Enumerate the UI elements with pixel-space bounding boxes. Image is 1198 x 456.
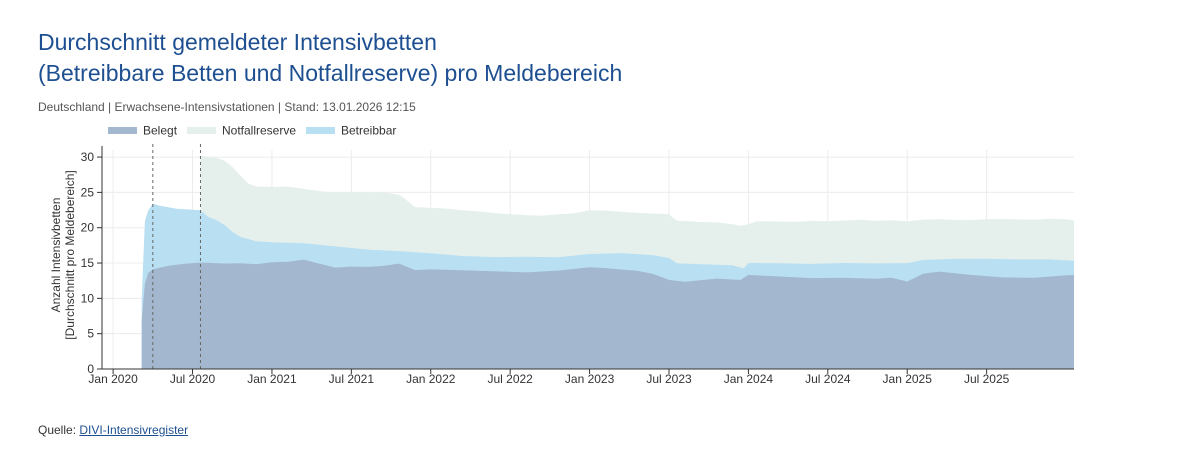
y-tick-label-25: 25 xyxy=(81,185,95,199)
legend-label-betreibbar[interactable]: Betreibbar xyxy=(341,124,396,138)
x-tick-label-11: Jul 2025 xyxy=(964,372,1010,386)
x-tick-label-4: Jan 2022 xyxy=(406,372,456,386)
source-label: Quelle: xyxy=(38,423,77,437)
x-tick-label-8: Jan 2024 xyxy=(724,372,774,386)
x-tick-label-5: Jul 2022 xyxy=(487,372,533,386)
y-tick-label-5: 5 xyxy=(87,327,94,341)
chart-legend: Belegt Notfallreserve Betreibbar xyxy=(108,124,396,138)
date-markers xyxy=(152,144,201,369)
area-belegt xyxy=(141,259,1074,369)
source-link[interactable]: DIVI-Intensivregister xyxy=(79,423,189,437)
y-tick-label-20: 20 xyxy=(81,221,95,235)
x-tick-label-6: Jan 2023 xyxy=(565,372,615,386)
legend-swatch-notfallreserve xyxy=(187,127,216,134)
x-tick-label-0: Jan 2020 xyxy=(88,372,138,386)
y-axis-label-line-1: Anzahl Intensivbetten xyxy=(49,198,63,313)
x-tick-label-10: Jan 2025 xyxy=(883,372,933,386)
y-tick-label-15: 15 xyxy=(81,256,95,270)
area-series xyxy=(141,155,1074,369)
y-tick-label-30: 30 xyxy=(81,150,95,164)
chart-subtitle: Deutschland | Erwachsene-Intensivstation… xyxy=(38,100,416,114)
x-tick-label-7: Jul 2023 xyxy=(646,372,692,386)
x-tick-label-2: Jan 2021 xyxy=(247,372,297,386)
x-tick-label-1: Jul 2020 xyxy=(170,372,216,386)
chart-title-line-1: Durchschnitt gemeldeter Intensivbetten xyxy=(38,29,437,55)
chart-axes: 0 5 10 15 20 25 30 Jan 2020 Jul 2020 Jan 2021 Jul … xyxy=(81,146,1074,386)
bed-chart: Belegt Notfallreserve Betreibbar 0 5 10 15 20 2… xyxy=(49,124,1074,386)
chart-title-line-2: (Betreibbare Betten und Notfallreserve) … xyxy=(38,60,623,86)
chart-title: Durchschnitt gemeldeter Intensivbetten (… xyxy=(38,27,622,89)
y-tick-label-10: 10 xyxy=(81,291,95,305)
legend-label-notfallreserve[interactable]: Notfallreserve xyxy=(222,124,296,138)
legend-swatch-belegt xyxy=(108,127,137,134)
x-tick-label-3: Jul 2021 xyxy=(329,372,375,386)
legend-label-belegt[interactable]: Belegt xyxy=(143,124,178,138)
source-line: Quelle: DIVI-Intensivregister xyxy=(38,423,188,437)
y-tick-label-0: 0 xyxy=(87,362,94,376)
y-axis-label-line-2: [Durchschnitt pro Meldebereich] xyxy=(63,170,77,339)
legend-swatch-betreibbar xyxy=(306,127,335,134)
x-tick-label-9: Jul 2024 xyxy=(805,372,851,386)
